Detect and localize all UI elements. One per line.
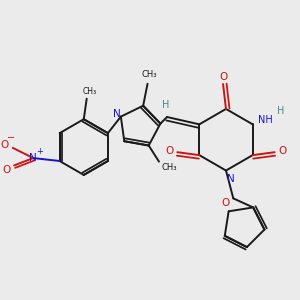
Text: O: O (219, 72, 227, 82)
Text: +: + (36, 147, 43, 156)
Text: H: H (277, 106, 284, 116)
Text: O: O (165, 146, 173, 156)
Text: H: H (162, 100, 169, 110)
Text: O: O (222, 197, 230, 208)
Text: N: N (29, 153, 37, 163)
Text: N: N (112, 109, 120, 119)
Text: CH₃: CH₃ (141, 70, 157, 80)
Text: −: − (7, 133, 15, 142)
Text: NH: NH (259, 115, 273, 125)
Text: CH₃: CH₃ (161, 163, 177, 172)
Text: O: O (3, 165, 11, 175)
Text: N: N (226, 174, 234, 184)
Text: O: O (279, 146, 287, 156)
Text: O: O (0, 140, 9, 150)
Text: CH₃: CH₃ (82, 87, 97, 96)
